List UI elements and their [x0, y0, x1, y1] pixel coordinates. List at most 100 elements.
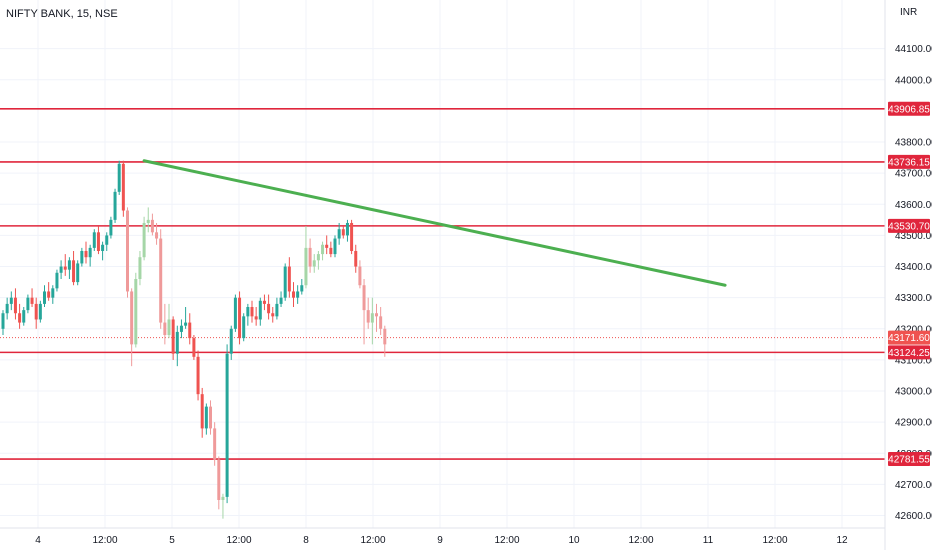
candle-body[interactable]: [345, 222, 349, 236]
candle-body[interactable]: [5, 303, 9, 314]
candle-body[interactable]: [121, 163, 125, 211]
candle-body[interactable]: [312, 260, 316, 267]
candle-body[interactable]: [350, 222, 354, 251]
candle-body[interactable]: [258, 300, 262, 320]
candle-body[interactable]: [300, 285, 304, 292]
candle-body[interactable]: [163, 322, 167, 336]
candle-body[interactable]: [250, 307, 254, 317]
candle-body[interactable]: [192, 338, 196, 357]
trendline[interactable]: [142, 159, 727, 287]
candle-body[interactable]: [117, 163, 121, 192]
candle-body[interactable]: [316, 254, 320, 261]
candle-body[interactable]: [354, 250, 358, 267]
candle-body[interactable]: [22, 310, 26, 323]
candle-body[interactable]: [366, 310, 370, 323]
candle-body[interactable]: [80, 250, 84, 264]
candle-body[interactable]: [188, 322, 192, 339]
candle-body[interactable]: [271, 313, 275, 317]
candle-body[interactable]: [92, 232, 96, 248]
candle-body[interactable]: [34, 303, 38, 320]
candle-body[interactable]: [279, 297, 283, 304]
candle-body[interactable]: [358, 266, 362, 286]
candle-body[interactable]: [109, 219, 113, 236]
candle-body[interactable]: [329, 247, 333, 255]
candle-body[interactable]: [308, 247, 312, 267]
trendline-layer[interactable]: [142, 159, 727, 287]
candle-body[interactable]: [171, 319, 175, 354]
candle-body[interactable]: [1, 313, 5, 329]
candle-body[interactable]: [296, 291, 300, 298]
candle-body[interactable]: [126, 210, 129, 292]
candle-body[interactable]: [43, 291, 46, 304]
candle-body[interactable]: [142, 222, 146, 258]
candle-body[interactable]: [262, 300, 266, 304]
candle-body[interactable]: [238, 297, 242, 339]
candle-body[interactable]: [337, 229, 341, 239]
candle-body[interactable]: [242, 316, 246, 339]
candle-body[interactable]: [254, 316, 258, 320]
candle-body[interactable]: [283, 266, 287, 298]
candle-body[interactable]: [67, 260, 71, 270]
candle-body[interactable]: [225, 353, 229, 497]
candle-body[interactable]: [267, 303, 271, 314]
candle-body[interactable]: [72, 260, 76, 283]
candle-body[interactable]: [175, 331, 179, 354]
candle-body[interactable]: [59, 266, 63, 273]
candle-body[interactable]: [370, 313, 374, 323]
candle-body[interactable]: [9, 297, 13, 304]
candle-body[interactable]: [105, 235, 109, 245]
price-tick-label: 43000.00: [895, 387, 932, 398]
candle-body[interactable]: [204, 406, 208, 429]
candle-body[interactable]: [184, 322, 188, 326]
candle-body[interactable]: [13, 297, 17, 314]
candle-body[interactable]: [18, 313, 22, 323]
candles-layer[interactable]: [1, 160, 387, 519]
candle-body[interactable]: [26, 297, 30, 311]
candle-body[interactable]: [287, 266, 291, 292]
candle-body[interactable]: [179, 325, 183, 332]
candle-body[interactable]: [321, 244, 325, 255]
candle-body[interactable]: [325, 244, 329, 248]
candle-body[interactable]: [146, 219, 150, 223]
candle-body[interactable]: [246, 307, 250, 317]
candle-body[interactable]: [167, 319, 171, 336]
candle-body[interactable]: [362, 285, 366, 311]
candle-body[interactable]: [375, 313, 378, 317]
time-axis[interactable]: 4 12:00 5 12:00 8 12:00 9 12:00 10 12:00 11 12:00 12: [0, 527, 885, 546]
candle-body[interactable]: [221, 496, 225, 500]
candle-body[interactable]: [379, 316, 383, 329]
candle-body[interactable]: [150, 219, 154, 233]
candle-body[interactable]: [101, 244, 105, 251]
candle-body[interactable]: [84, 250, 88, 258]
candle-body[interactable]: [159, 238, 163, 323]
candle-body[interactable]: [383, 328, 387, 345]
candle-body[interactable]: [155, 232, 159, 239]
candle-body[interactable]: [88, 247, 92, 258]
candle-body[interactable]: [76, 263, 80, 283]
candle-body[interactable]: [47, 291, 51, 298]
candle-body[interactable]: [30, 297, 34, 304]
candle-body[interactable]: [213, 428, 217, 460]
candle-body[interactable]: [196, 356, 200, 395]
candle-body[interactable]: [38, 303, 42, 320]
candle-body[interactable]: [63, 266, 67, 270]
candle-body[interactable]: [341, 229, 345, 236]
candle-body[interactable]: [333, 238, 337, 255]
candle-body[interactable]: [55, 272, 59, 289]
candle-body[interactable]: [130, 291, 134, 345]
candle-body[interactable]: [304, 247, 308, 286]
candle-body[interactable]: [275, 303, 279, 317]
candle-body[interactable]: [138, 257, 142, 279]
candle-body[interactable]: [96, 232, 100, 251]
candle-body[interactable]: [134, 279, 138, 345]
candle-body[interactable]: [51, 288, 55, 298]
candle-body[interactable]: [233, 297, 237, 329]
candle-body[interactable]: [200, 394, 204, 429]
candle-body[interactable]: [209, 406, 212, 429]
candle-body[interactable]: [113, 191, 117, 220]
candle-body[interactable]: [217, 459, 221, 500]
candle-body[interactable]: [292, 291, 295, 298]
candle-body[interactable]: [229, 328, 233, 354]
